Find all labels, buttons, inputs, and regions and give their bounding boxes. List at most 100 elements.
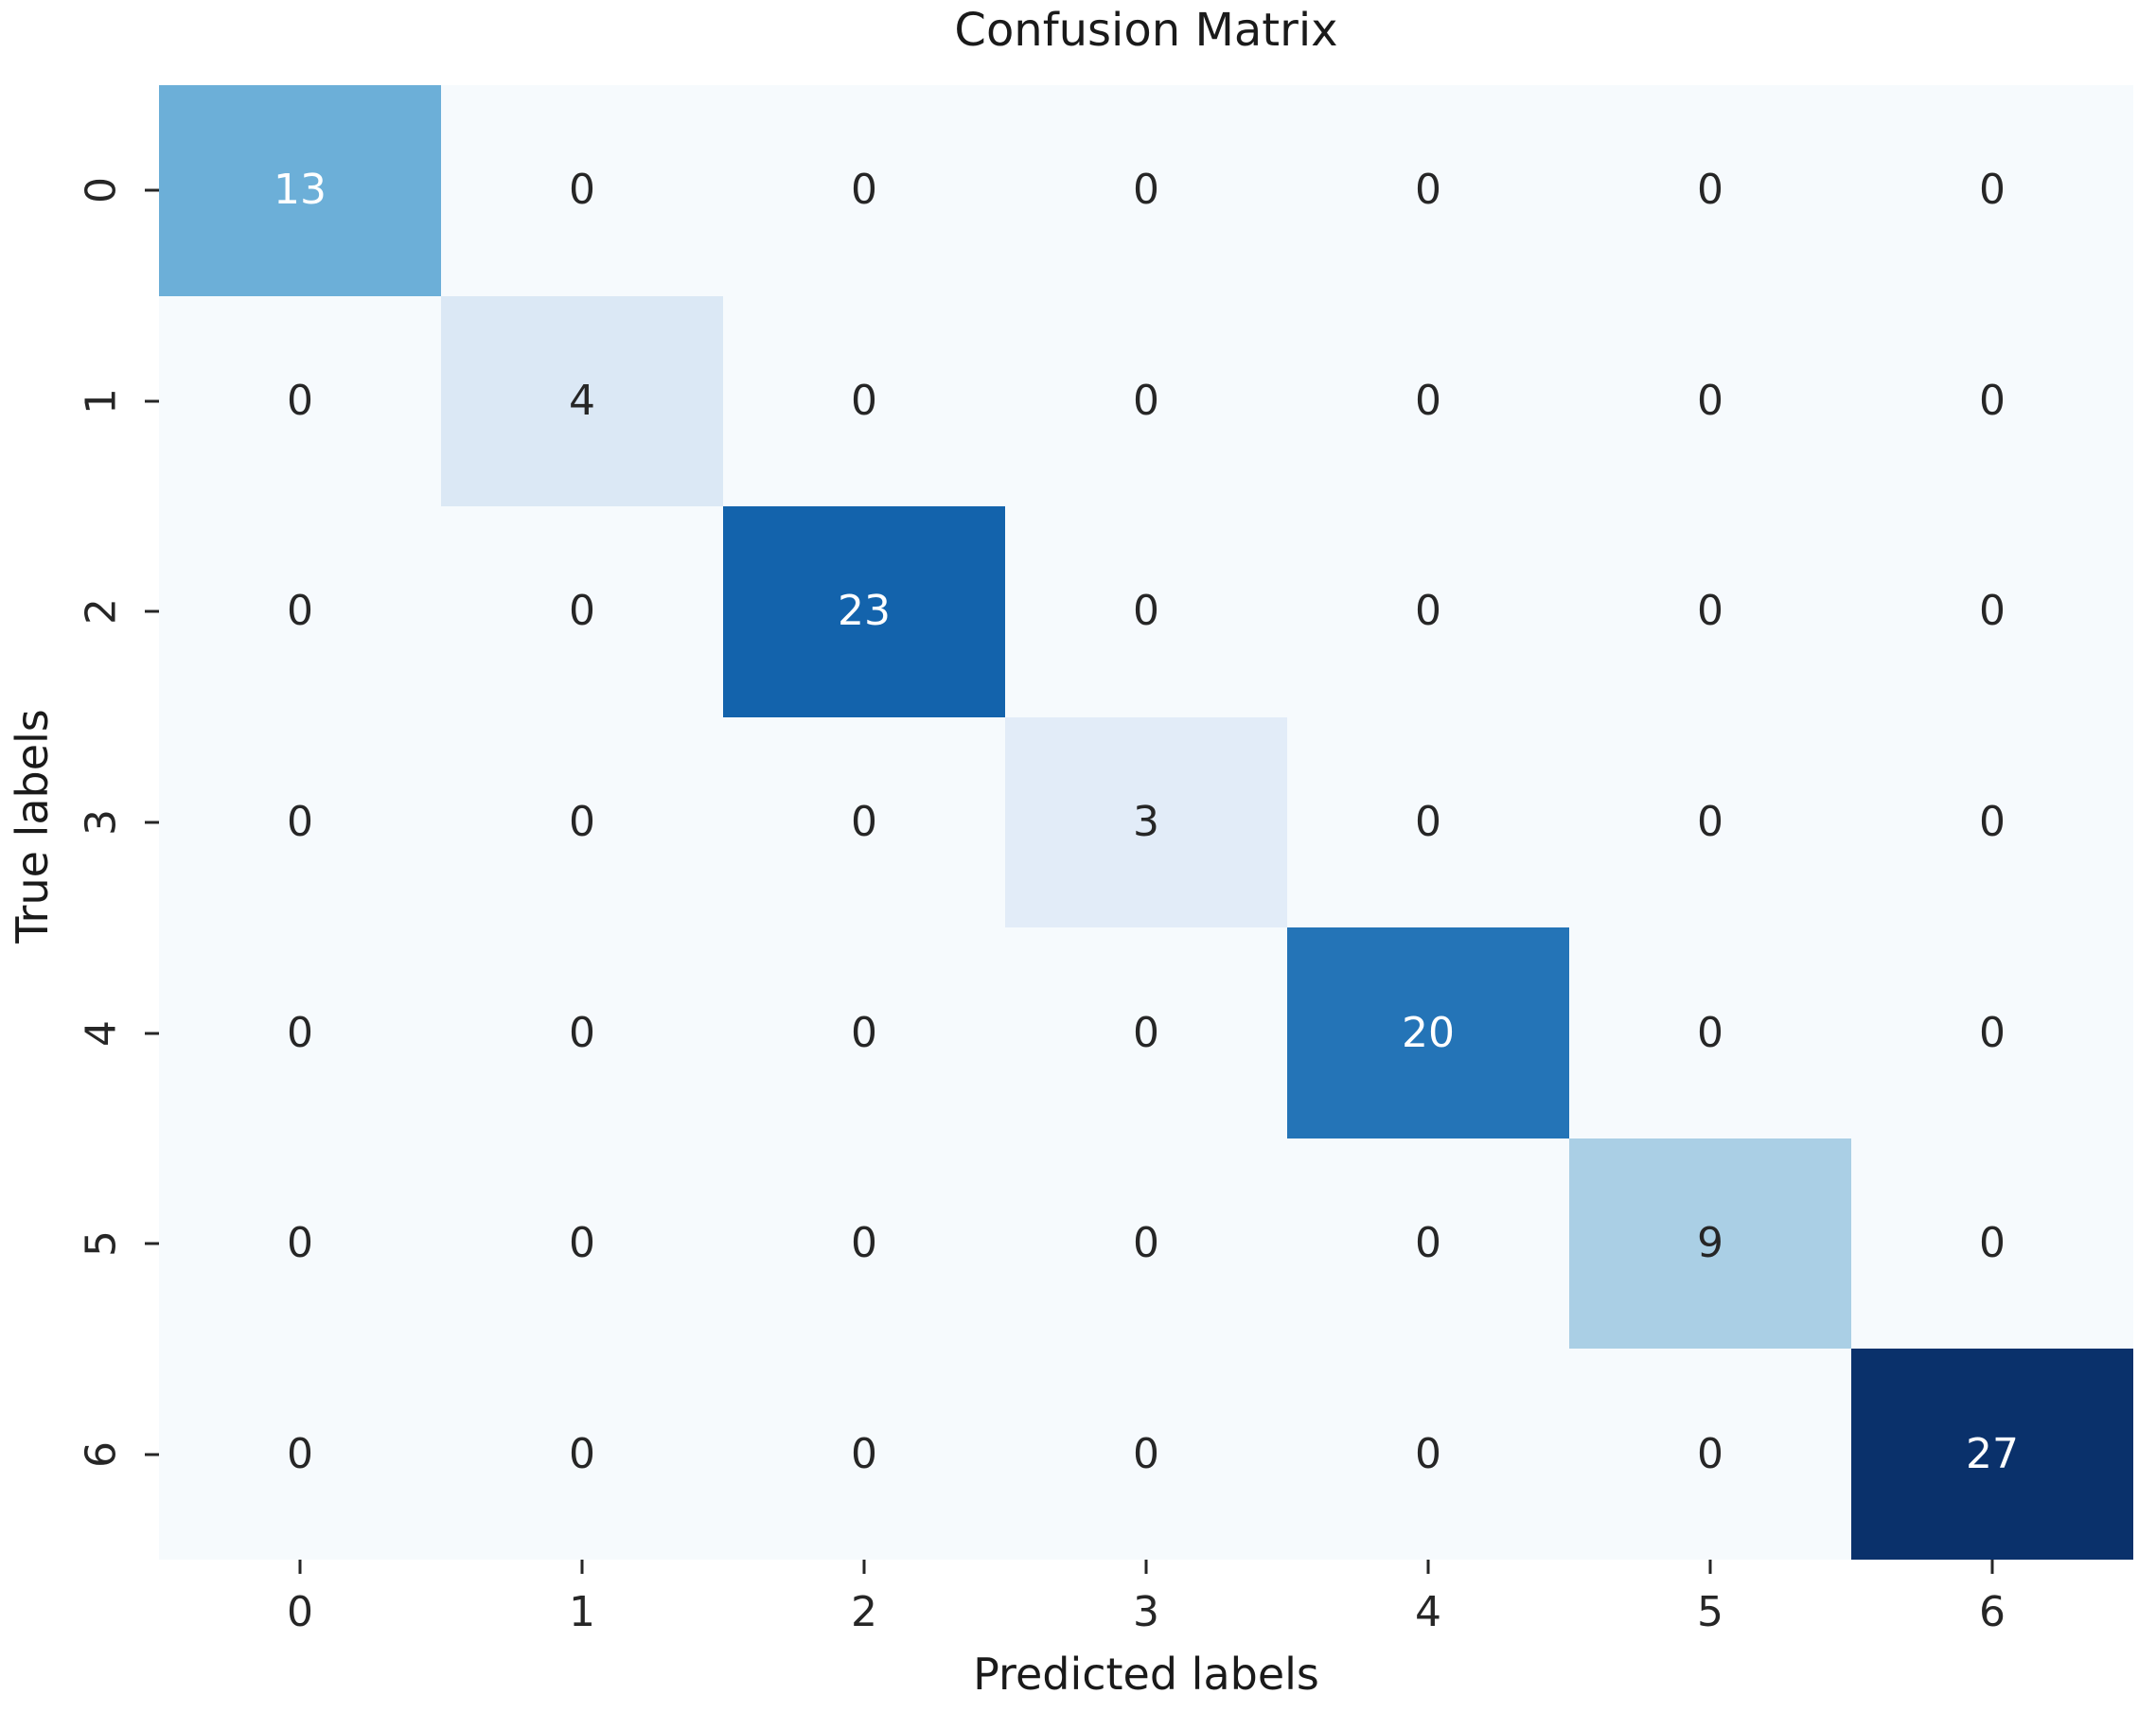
cell-value: 3 (1133, 797, 1159, 846)
cell-value: 0 (569, 1429, 595, 1478)
matrix-cell: 0 (1287, 506, 1569, 717)
cell-value: 0 (287, 1219, 313, 1268)
matrix-cell: 0 (441, 716, 723, 928)
matrix-cell: 0 (1569, 927, 1851, 1138)
matrix-cell: 0 (1005, 506, 1287, 717)
cell-value: 0 (1415, 166, 1441, 215)
matrix-cell: 0 (1005, 927, 1287, 1138)
x-tick-mark (298, 1560, 302, 1574)
cell-value: 0 (1697, 376, 1723, 425)
matrix-cell: 0 (1287, 1349, 1569, 1560)
cell-value: 0 (851, 166, 877, 215)
cell-value: 0 (1979, 1219, 2006, 1268)
matrix-cell: 0 (1851, 716, 2133, 928)
y-tick-mark (145, 1032, 159, 1035)
y-tick-mark (145, 821, 159, 824)
cell-value: 0 (569, 166, 595, 215)
y-tick-label: 1 (77, 387, 126, 415)
cell-value: 0 (851, 1219, 877, 1268)
matrix-cell: 0 (1851, 85, 2133, 296)
matrix-cell: 0 (1287, 716, 1569, 928)
matrix-cell: 4 (441, 295, 723, 507)
cell-value: 0 (569, 797, 595, 846)
matrix-cell: 0 (1569, 85, 1851, 296)
x-tick-mark (862, 1560, 866, 1574)
matrix-cell: 0 (1005, 1349, 1287, 1560)
cell-value: 0 (1415, 1429, 1441, 1478)
cell-value: 0 (287, 1429, 313, 1478)
matrix-cell: 0 (723, 295, 1005, 507)
matrix-cell: 0 (723, 85, 1005, 296)
cell-value: 0 (1415, 587, 1441, 636)
x-axis-ticklabels: 0 1 2 3 4 5 6 (159, 1588, 2133, 1637)
matrix-cell: 0 (441, 506, 723, 717)
cell-value: 0 (1979, 1008, 2006, 1057)
matrix-cell: 0 (1005, 1138, 1287, 1350)
y-tick-mark (145, 609, 159, 613)
matrix-cell: 13 (159, 85, 441, 296)
y-tick-mark (145, 399, 159, 403)
cell-value: 0 (1133, 166, 1159, 215)
matrix-cell: 0 (1287, 1138, 1569, 1350)
matrix-cell: 9 (1569, 1138, 1851, 1350)
matrix-cell: 0 (159, 506, 441, 717)
matrix-cell: 0 (159, 1349, 441, 1560)
cell-value: 0 (1697, 797, 1723, 846)
matrix-cell: 3 (1005, 716, 1287, 928)
cell-value: 0 (1697, 1429, 1723, 1478)
cell-value: 0 (1979, 376, 2006, 425)
matrix-cell: 0 (441, 85, 723, 296)
cell-value: 0 (1979, 166, 2006, 215)
cell-value: 0 (1415, 1219, 1441, 1268)
x-tick-mark (1990, 1560, 1994, 1574)
matrix-cell: 0 (159, 927, 441, 1138)
cell-value: 0 (851, 797, 877, 846)
cell-value: 13 (274, 166, 327, 215)
cell-value: 0 (851, 1429, 877, 1478)
cell-value: 0 (287, 797, 313, 846)
x-axis-label: Predicted labels (973, 1649, 1319, 1700)
cell-value: 0 (1697, 166, 1723, 215)
x-tick-label: 6 (1979, 1588, 2006, 1636)
matrix-cell: 0 (1569, 716, 1851, 928)
y-tick-label: 5 (77, 1230, 126, 1258)
x-axis-ticks (159, 1560, 2133, 1577)
cell-value: 0 (569, 1219, 595, 1268)
matrix-cell: 0 (723, 927, 1005, 1138)
cell-value: 0 (851, 376, 877, 425)
x-tick-label: 1 (569, 1588, 595, 1636)
cell-value: 0 (1979, 587, 2006, 636)
matrix-cell: 0 (441, 1138, 723, 1350)
matrix-cell: 0 (1569, 295, 1851, 507)
cell-value: 23 (838, 587, 891, 636)
x-tick-mark (1426, 1560, 1430, 1574)
y-axis-ticks (140, 85, 159, 1560)
cell-value: 0 (1133, 1008, 1159, 1057)
matrix-cell: 0 (1851, 295, 2133, 507)
x-tick-label: 5 (1697, 1588, 1723, 1636)
matrix-cell: 0 (441, 1349, 723, 1560)
cell-value: 0 (1415, 376, 1441, 425)
matrix-cell: 0 (1287, 295, 1569, 507)
y-tick-mark (145, 1242, 159, 1245)
cell-value: 0 (287, 376, 313, 425)
matrix-cell: 0 (1851, 506, 2133, 717)
x-tick-mark (1144, 1560, 1148, 1574)
matrix-cell: 0 (441, 927, 723, 1138)
matrix-cell: 27 (1851, 1349, 2133, 1560)
y-tick-label: 6 (77, 1440, 126, 1468)
cell-value: 0 (287, 587, 313, 636)
matrix-cell: 0 (723, 1349, 1005, 1560)
x-tick-label: 3 (1133, 1588, 1159, 1636)
matrix-cell: 0 (1005, 295, 1287, 507)
matrix-cell: 20 (1287, 927, 1569, 1138)
cell-value: 0 (1133, 376, 1159, 425)
cell-value: 0 (1979, 797, 2006, 846)
chart-title: Confusion Matrix (954, 4, 1338, 57)
x-tick-label: 0 (287, 1588, 313, 1636)
heatmap-grid: 13 0 0 0 0 0 0 0 4 0 0 0 0 0 0 0 23 0 0 0 0 0 0 0 3 0 0 0 0 0 0 0 20 0 0 0 0… (159, 85, 2133, 1560)
matrix-cell: 0 (723, 1138, 1005, 1350)
x-tick-label: 2 (851, 1588, 877, 1636)
y-tick-mark (145, 1453, 159, 1456)
